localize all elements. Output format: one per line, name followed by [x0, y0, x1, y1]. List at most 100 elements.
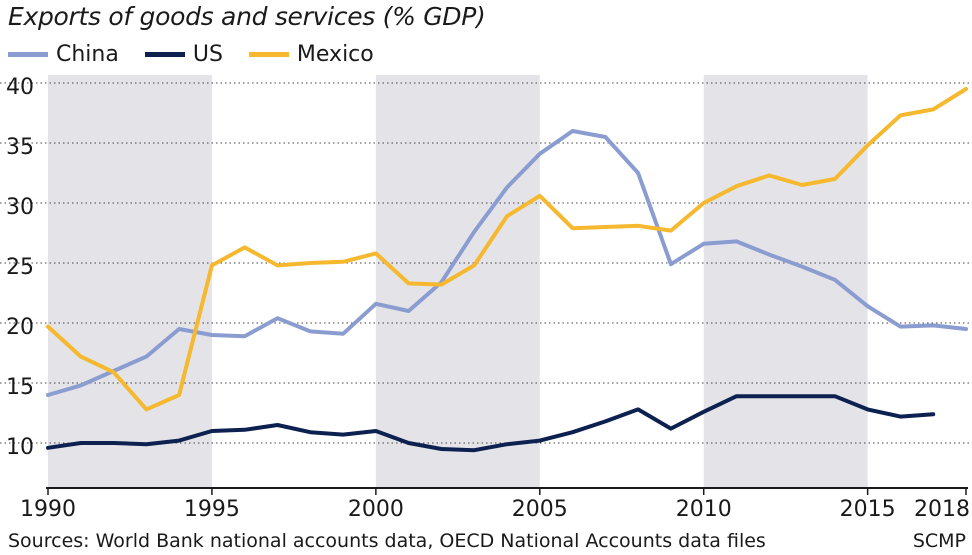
data-point-china-2012: [767, 253, 771, 257]
legend-label-us: US: [192, 41, 223, 67]
data-point-us-2017: [931, 412, 935, 416]
data-point-china-1993: [144, 355, 148, 359]
legend-item-mexico: Mexico: [248, 41, 374, 67]
chart-title: Exports of goods and services (% GDP): [8, 2, 486, 31]
data-point-mexico-2001: [407, 281, 411, 285]
data-point-china-2007: [603, 135, 607, 139]
data-point-us-2014: [833, 394, 837, 398]
y-tick-label-35: 35: [6, 135, 34, 160]
y-tick-label-15: 15: [6, 375, 34, 400]
chart-legend: China US Mexico: [8, 40, 400, 68]
data-point-us-2011: [735, 394, 739, 398]
data-point-china-1996: [243, 334, 247, 338]
data-point-us-2005: [538, 439, 542, 443]
data-point-us-1998: [308, 430, 312, 434]
data-point-china-1990: [46, 393, 50, 397]
data-point-mexico-1995: [210, 263, 214, 267]
data-point-mexico-2016: [898, 113, 902, 117]
data-point-us-2004: [505, 442, 509, 446]
shaded-period-2: [703, 75, 868, 488]
data-point-mexico-1992: [112, 370, 116, 374]
credit-label: SCMP: [912, 530, 966, 552]
data-point-us-2010: [702, 410, 706, 414]
data-point-mexico-1994: [177, 393, 181, 397]
shaded-period-0: [48, 75, 212, 488]
data-point-us-1990: [46, 446, 50, 450]
data-point-us-2008: [636, 407, 640, 411]
data-point-china-2014: [833, 278, 837, 282]
data-point-mexico-2011: [735, 184, 739, 188]
data-point-mexico-1990: [46, 325, 50, 329]
data-point-china-2009: [669, 262, 673, 266]
data-point-us-1996: [243, 428, 247, 432]
data-point-mexico-2018: [964, 87, 968, 91]
data-point-us-2012: [767, 394, 771, 398]
data-point-us-2013: [800, 394, 804, 398]
data-point-mexico-2004: [505, 214, 509, 218]
data-point-china-2016: [898, 325, 902, 329]
data-point-us-2000: [374, 429, 378, 433]
data-point-mexico-2005: [538, 194, 542, 198]
data-point-us-2015: [866, 407, 870, 411]
data-point-china-2008: [636, 171, 640, 175]
x-tick-label-2010: 2010: [676, 497, 732, 522]
data-point-china-2003: [472, 230, 476, 234]
series-line-us: [46, 394, 936, 453]
legend-label-mexico: Mexico: [296, 41, 374, 67]
data-point-mexico-2002: [439, 283, 443, 287]
data-point-china-2000: [374, 302, 378, 306]
data-point-us-1993: [144, 442, 148, 446]
legend-swatch-us: [144, 51, 185, 57]
y-tick-label-20: 20: [6, 315, 34, 340]
x-tick-label-1990: 1990: [20, 497, 76, 522]
data-point-mexico-2017: [931, 107, 935, 111]
data-point-china-2011: [735, 239, 739, 243]
data-point-china-2013: [800, 265, 804, 269]
shaded-period-1: [375, 75, 540, 488]
data-point-china-2006: [571, 129, 575, 133]
data-point-mexico-2012: [767, 173, 771, 177]
data-point-mexico-2009: [669, 229, 673, 233]
data-point-mexico-1999: [341, 260, 345, 264]
data-point-mexico-2006: [571, 226, 575, 230]
data-point-mexico-1993: [144, 407, 148, 411]
x-tick-label-2005: 2005: [512, 497, 568, 522]
data-point-us-1992: [112, 441, 116, 445]
data-point-china-2017: [931, 323, 935, 327]
source-note: Sources: World Bank national accounts da…: [8, 530, 766, 552]
data-point-mexico-2010: [702, 201, 706, 205]
data-point-us-1999: [341, 433, 345, 437]
data-point-us-1991: [79, 441, 83, 445]
legend-item-us: US: [144, 41, 223, 67]
data-point-mexico-1991: [79, 355, 83, 359]
data-point-mexico-1997: [276, 263, 280, 267]
data-point-mexico-2008: [636, 224, 640, 228]
y-tick-label-40: 40: [6, 75, 34, 100]
x-tick-label-2000: 2000: [348, 497, 404, 522]
data-point-china-1994: [177, 327, 181, 331]
data-point-us-1995: [210, 429, 214, 433]
data-point-us-2009: [669, 427, 673, 431]
data-point-mexico-2015: [866, 143, 870, 147]
data-point-china-2018: [964, 327, 968, 331]
data-point-mexico-2003: [472, 263, 476, 267]
data-point-mexico-1996: [243, 245, 247, 249]
legend-item-china: China: [8, 42, 119, 67]
data-point-us-2006: [571, 430, 575, 434]
data-point-us-2016: [898, 415, 902, 419]
data-point-mexico-2013: [800, 183, 804, 187]
data-point-mexico-2014: [833, 177, 837, 181]
legend-label-china: China: [56, 41, 119, 67]
data-point-china-1991: [79, 383, 83, 387]
y-tick-label-10: 10: [6, 435, 34, 460]
data-point-china-1998: [308, 329, 312, 333]
line-chart: 10 15 20 25 30 35 40 1990 1995 2000 2005 2010 2015 20…: [0, 75, 972, 522]
x-tick-label-1995: 1995: [184, 497, 240, 522]
data-point-mexico-2007: [603, 225, 607, 229]
data-point-china-2010: [702, 242, 706, 246]
y-tick-label-30: 30: [6, 195, 34, 220]
data-point-us-2001: [407, 441, 411, 445]
series-line-mexico: [46, 87, 968, 412]
data-point-us-2003: [472, 448, 476, 452]
series-line-china: [46, 129, 968, 397]
